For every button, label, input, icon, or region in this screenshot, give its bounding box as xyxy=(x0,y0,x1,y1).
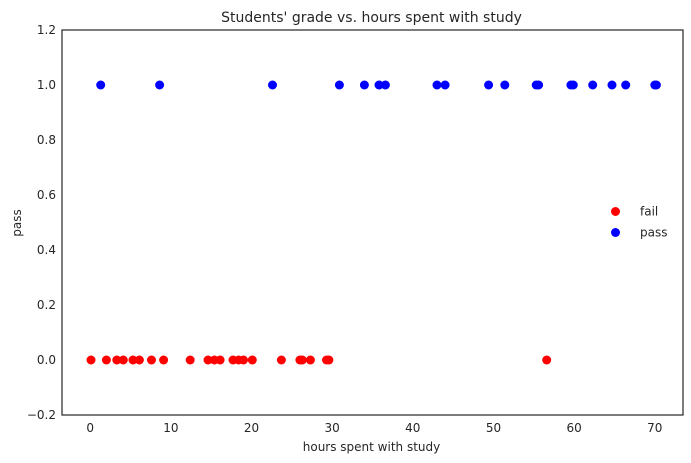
data-point-pass xyxy=(155,80,165,90)
chart-title: Students' grade vs. hours spent with stu… xyxy=(221,10,522,26)
data-point-pass xyxy=(621,80,631,90)
data-point-fail xyxy=(118,355,128,365)
data-point-fail xyxy=(112,355,122,365)
data-point-pass xyxy=(484,80,494,90)
data-point-fail xyxy=(239,355,248,365)
x-tick-label: 30 xyxy=(325,421,340,435)
y-tick-label: 1.0 xyxy=(37,78,56,92)
data-point-fail xyxy=(305,355,315,365)
x-tick-label: 40 xyxy=(405,421,420,435)
y-tick-label: 0.0 xyxy=(37,353,56,367)
y-tick-label: 0.4 xyxy=(37,243,56,257)
axis-ticks: 0 10 20 30 40 50 60 70 −0.2 0.0 0.2 0.4 0.6 0.8 1.0 1.2 xyxy=(27,23,663,435)
data-point-fail xyxy=(542,355,552,365)
data-point-pass xyxy=(268,80,277,90)
data-point-fail xyxy=(128,355,138,365)
y-tick-label: 0.8 xyxy=(37,133,56,147)
legend-label-fail: fail xyxy=(640,205,658,219)
x-tick-label: 60 xyxy=(566,421,581,435)
y-tick-label: 0.6 xyxy=(37,188,56,202)
y-axis-label: pass xyxy=(10,209,24,236)
legend-label-pass: pass xyxy=(640,226,667,240)
data-point-pass xyxy=(359,80,369,90)
x-tick-label: 70 xyxy=(647,421,662,435)
x-tick-label: 20 xyxy=(244,421,259,435)
data-point-fail xyxy=(159,355,169,365)
y-tick-label: 0.2 xyxy=(37,298,56,312)
data-point-fail xyxy=(185,355,195,365)
y-tick-label: 1.2 xyxy=(37,23,56,37)
data-point-fail xyxy=(101,355,111,365)
data-point-pass xyxy=(588,80,598,90)
data-point-fail xyxy=(86,355,96,365)
legend-marker-fail xyxy=(611,207,620,216)
x-tick-label: 50 xyxy=(486,421,501,435)
x-axis-label: hours spent with study xyxy=(303,440,440,454)
data-point-pass xyxy=(380,80,390,90)
data-point-fail xyxy=(134,355,144,365)
data-points xyxy=(86,80,661,365)
x-tick-label: 10 xyxy=(163,421,178,435)
data-point-fail xyxy=(147,355,156,365)
data-point-pass xyxy=(440,80,450,90)
data-point-fail xyxy=(276,355,286,365)
data-point-fail xyxy=(324,355,334,365)
data-point-pass xyxy=(432,80,442,90)
data-point-fail xyxy=(203,355,213,365)
data-point-pass xyxy=(607,80,617,90)
data-point-fail xyxy=(247,355,257,365)
x-tick-label: 0 xyxy=(86,421,94,435)
legend: fail pass xyxy=(611,205,667,240)
plot-frame xyxy=(61,29,684,416)
data-point-fail xyxy=(297,355,307,365)
data-point-pass xyxy=(500,80,510,90)
data-point-pass xyxy=(374,80,384,90)
data-point-pass xyxy=(534,80,544,90)
data-point-pass xyxy=(334,80,344,90)
legend-marker-pass xyxy=(611,228,620,237)
y-tick-label: −0.2 xyxy=(27,408,56,422)
data-point-fail xyxy=(215,355,225,365)
data-point-pass xyxy=(651,80,661,90)
data-point-pass xyxy=(96,80,106,90)
data-point-pass xyxy=(568,80,578,90)
